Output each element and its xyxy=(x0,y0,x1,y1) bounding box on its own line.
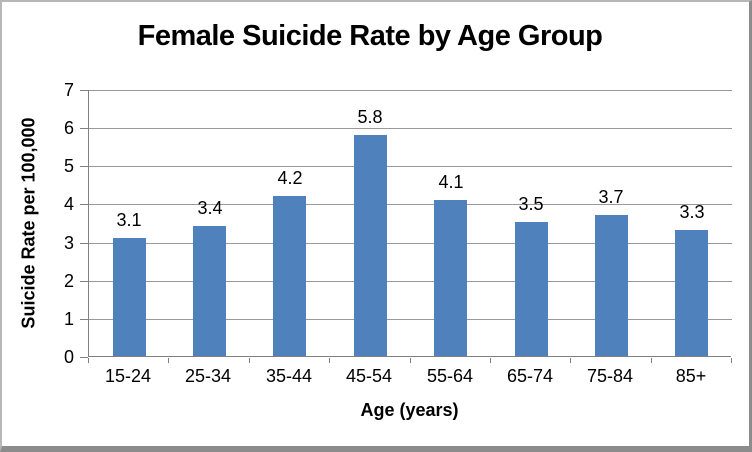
x-tick-label: 65-74 xyxy=(506,366,554,386)
y-tick-label: 5 xyxy=(63,156,74,176)
x-tick-mark xyxy=(410,358,411,363)
x-axis-title: Age (years) xyxy=(360,400,459,420)
y-tick-mark xyxy=(80,128,88,129)
bar-value-label: 3.7 xyxy=(598,187,624,207)
y-tick-mark xyxy=(80,166,88,167)
x-tick-mark xyxy=(168,358,169,363)
gridline xyxy=(89,281,732,282)
bar-value-label: 3.1 xyxy=(116,210,142,230)
bar xyxy=(434,200,467,356)
bar-value-label: 3.3 xyxy=(679,202,705,222)
x-tick-label: 45-54 xyxy=(345,366,393,386)
y-tick-mark xyxy=(80,319,88,320)
plot-area: 3.1 3.4 4.2 5.8 4.1 3.5 3.7 3.3 xyxy=(88,90,732,357)
x-tick-label: 25-34 xyxy=(184,366,232,386)
x-tick-label: 85+ xyxy=(675,366,707,386)
x-tick-mark xyxy=(731,358,732,363)
bar xyxy=(595,215,628,356)
y-axis-title: Suicide Rate per 100,000 xyxy=(18,117,39,329)
x-tick-label: 75-84 xyxy=(586,366,634,386)
y-tick-mark xyxy=(80,281,88,282)
y-tick-mark xyxy=(80,243,88,244)
x-tick-mark xyxy=(651,358,652,363)
bar-value-label: 3.4 xyxy=(197,198,223,218)
y-tick-mark xyxy=(80,90,88,91)
bar xyxy=(515,222,548,356)
gridline xyxy=(89,319,732,320)
y-tick-label: 6 xyxy=(63,118,74,138)
x-tick-mark xyxy=(249,358,250,363)
bar xyxy=(273,196,306,356)
gridline xyxy=(89,243,732,244)
gridline xyxy=(89,128,732,129)
x-tick-mark xyxy=(329,358,330,363)
bar-value-label: 4.1 xyxy=(438,172,464,192)
x-tick-mark xyxy=(490,358,491,363)
bar-value-label: 5.8 xyxy=(357,107,383,127)
bar xyxy=(354,135,387,356)
gridline xyxy=(89,166,732,167)
gridline xyxy=(89,90,732,91)
x-tick-label: 35-44 xyxy=(265,366,313,386)
gridline xyxy=(89,204,732,205)
y-tick-mark xyxy=(80,357,88,358)
y-tick-label: 2 xyxy=(63,271,74,291)
y-tick-label: 0 xyxy=(63,347,74,367)
y-tick-label: 4 xyxy=(63,194,74,214)
x-tick-label: 55-64 xyxy=(426,366,474,386)
chart-title: Female Suicide Rate by Age Group xyxy=(137,20,603,52)
bar-value-label: 4.2 xyxy=(277,168,303,188)
y-tick-label: 1 xyxy=(63,309,74,329)
x-tick-mark xyxy=(570,358,571,363)
y-tick-label: 7 xyxy=(63,80,74,100)
bar xyxy=(113,238,146,356)
bar-value-label: 3.5 xyxy=(518,194,544,214)
x-tick-label: 15-24 xyxy=(104,366,152,386)
bar xyxy=(193,226,226,356)
y-tick-mark xyxy=(80,204,88,205)
x-tick-mark xyxy=(88,358,89,363)
bar xyxy=(675,230,708,356)
y-tick-label: 3 xyxy=(63,233,74,253)
